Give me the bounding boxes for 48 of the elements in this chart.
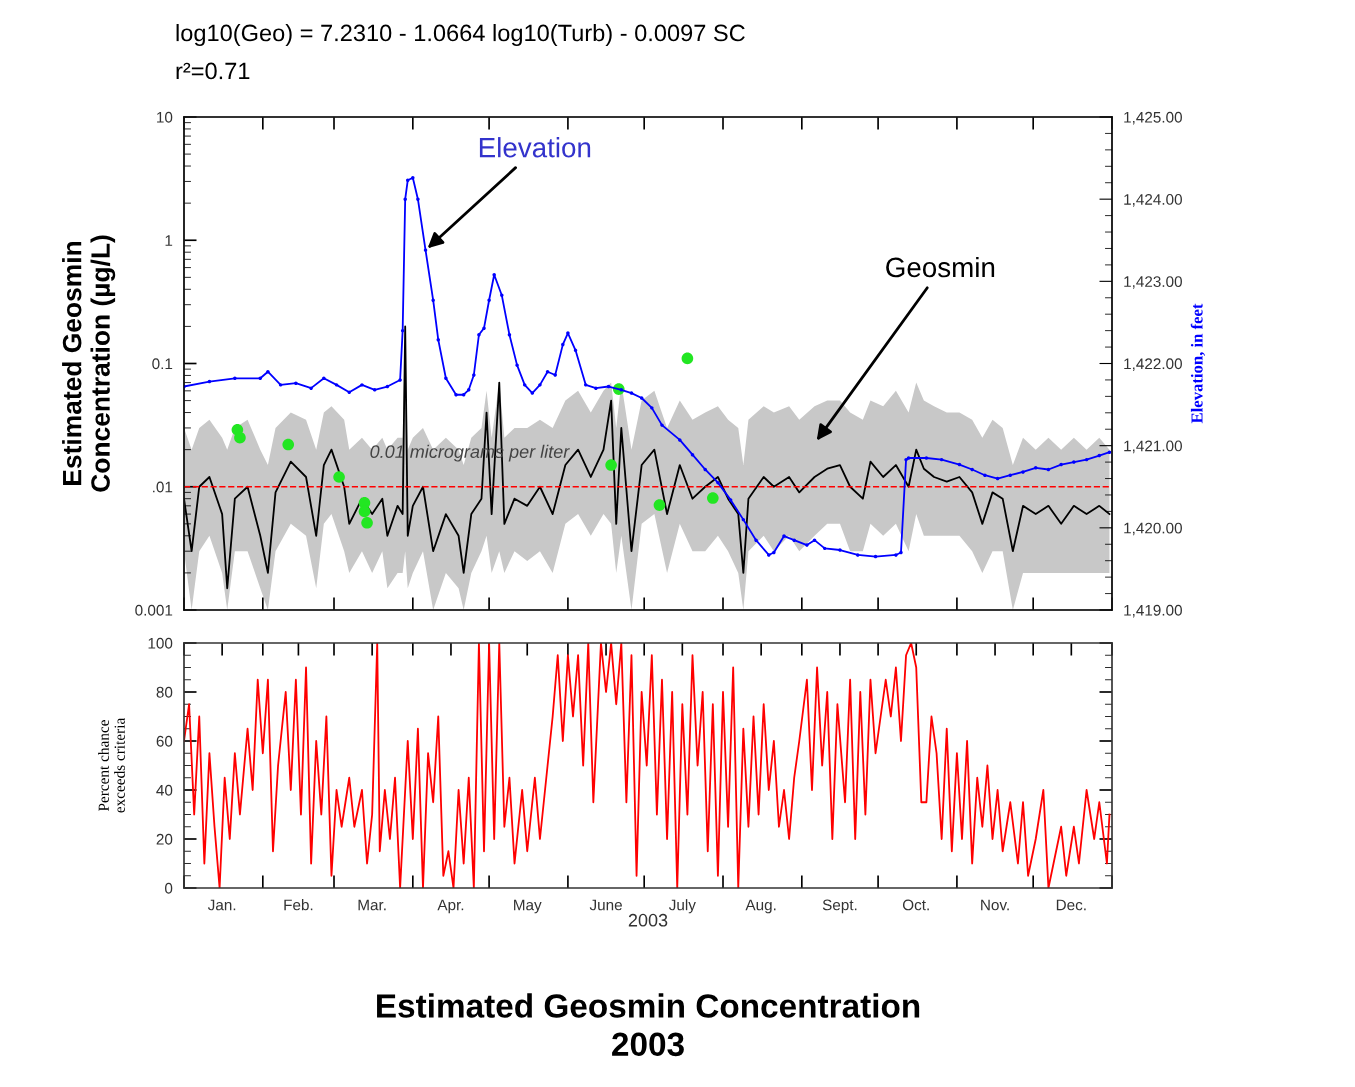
y-tick-label: 0.1 [152,358,173,370]
x-tick-label: Mar. [358,899,386,911]
y2-tick-label: 1,422.00 [1124,358,1182,371]
point [282,438,295,451]
y2-tick-label: 1,423.00 [1124,276,1182,289]
text: log10(Geo) = 7.2310 - 1.0664 log10(Turb) - 0.0097 SC [176,24,745,46]
x-tick-label: Dec. [1056,899,1086,911]
x-tick-label: Aug. [745,899,776,914]
y-tick-label: .01 [153,481,173,493]
y2-tick-label: 1,420.00 [1124,522,1182,536]
text: Estimated Geosmin Concentration 2003 [377,993,920,1057]
y-tick-label: 10 [157,111,173,123]
y2-axis-title: Elevation, in feet [1190,303,1206,424]
y-tick-label: 1 [165,235,173,246]
line-series [184,643,1111,888]
y2-tick-label: 1,425.00 [1124,111,1182,125]
point [234,431,246,444]
y-tick-label: 60 [156,735,173,747]
point [707,492,719,504]
annotation: Geosmin [886,256,995,278]
x-tick-label: Sept. [822,899,857,914]
point [681,352,694,365]
annotation: Elevation [479,137,591,158]
x-tick-label: May [514,899,542,914]
point [653,499,666,511]
y-axis-title: Percent chance exceeds criteria [98,718,125,813]
y-axis-title: Estimated Geosmin Concentration (µg/L) [62,235,116,492]
point [333,471,345,483]
x-tick-label: Apr. [437,899,464,914]
y2-tick-label: 1,419.00 [1124,604,1182,618]
y-tick-label: 20 [156,833,173,845]
y-tick-label: 0 [164,882,173,894]
y-tick-label: 0.001 [135,604,173,616]
x-axis-title: 2003 [628,913,668,927]
y-tick-label: 40 [156,784,173,796]
y2-tick-label: 1,424.00 [1124,194,1182,207]
x-tick-label: Oct. [902,899,929,911]
y-tick-label: 80 [156,686,173,698]
y-tick-label: 100 [148,637,173,649]
point [605,459,617,471]
text: r²=0.71 [176,62,250,80]
x-tick-label: Nov. [981,899,1009,911]
y2-tick-label: 1,421.00 [1124,440,1182,454]
x-tick-label: June [589,899,622,911]
x-tick-label: Jan. [207,899,236,911]
point [361,516,373,529]
x-tick-label: Feb. [284,899,313,911]
x-tick-label: July [668,899,696,914]
